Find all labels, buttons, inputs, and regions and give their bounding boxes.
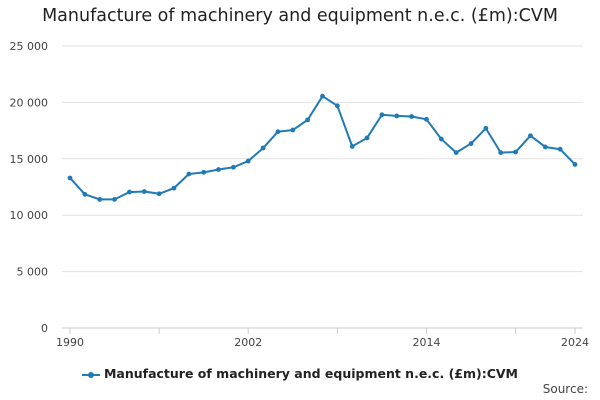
data-point[interactable] [186, 171, 192, 177]
legend-series-label: Manufacture of machinery and equipment n… [103, 366, 519, 381]
data-point[interactable] [394, 113, 400, 119]
source-label: Source: [542, 382, 588, 396]
chart-title: Manufacture of machinery and equipment n… [42, 6, 558, 26]
data-point[interactable] [201, 169, 207, 175]
data-point[interactable] [260, 145, 266, 151]
data-point[interactable] [528, 133, 533, 139]
data-point[interactable] [409, 114, 415, 119]
data-point[interactable] [483, 125, 489, 131]
data-point[interactable] [67, 175, 73, 181]
x-tick-label: 2002 [234, 336, 262, 349]
data-point[interactable] [97, 197, 103, 202]
data-point[interactable] [468, 141, 474, 146]
series-line [69, 95, 576, 201]
data-point[interactable] [127, 189, 132, 195]
y-tick-label: 10 000 [10, 209, 49, 222]
legend[interactable]: Manufacture of machinery and equipment n… [0, 366, 600, 381]
x-tick-label: 2014 [412, 336, 440, 349]
data-point[interactable] [290, 127, 296, 133]
y-tick-label: 5 000 [17, 266, 49, 279]
data-point[interactable] [230, 164, 236, 170]
data-point[interactable] [275, 129, 281, 135]
data-point[interactable] [379, 112, 385, 118]
data-point[interactable] [141, 189, 147, 194]
data-point[interactable] [245, 158, 251, 164]
y-tick-label: 20 000 [10, 96, 49, 109]
data-point[interactable] [156, 191, 162, 197]
x-tick-label: 2024 [561, 336, 589, 349]
y-tick-label: 25 000 [10, 40, 49, 53]
data-point[interactable] [453, 150, 459, 155]
data-point[interactable] [112, 197, 117, 202]
y-tick-label: 0 [41, 322, 48, 335]
data-point[interactable] [364, 135, 370, 141]
data-point[interactable] [498, 150, 504, 155]
x-axis: 1990 2002 2014 2024 [56, 327, 589, 349]
data-point[interactable] [216, 167, 221, 172]
data-point[interactable] [572, 162, 578, 167]
data-point[interactable] [305, 117, 311, 123]
gridlines [62, 45, 583, 273]
x-tick-label: 1990 [56, 336, 84, 349]
data-point[interactable] [513, 149, 518, 155]
y-tick-label: 15 000 [10, 153, 49, 166]
legend-series-marker [81, 370, 100, 380]
data-point[interactable] [349, 143, 355, 149]
data-point[interactable] [542, 144, 548, 150]
data-point[interactable] [438, 136, 444, 142]
series-layer [67, 93, 578, 202]
data-point[interactable] [334, 103, 340, 109]
data-point[interactable] [557, 146, 563, 152]
y-axis: 0 5 000 10 000 15 000 20 000 25 000 [10, 40, 49, 335]
data-point[interactable] [171, 185, 177, 191]
data-point[interactable] [82, 191, 88, 197]
data-point[interactable] [424, 116, 429, 122]
data-point[interactable] [320, 93, 325, 99]
